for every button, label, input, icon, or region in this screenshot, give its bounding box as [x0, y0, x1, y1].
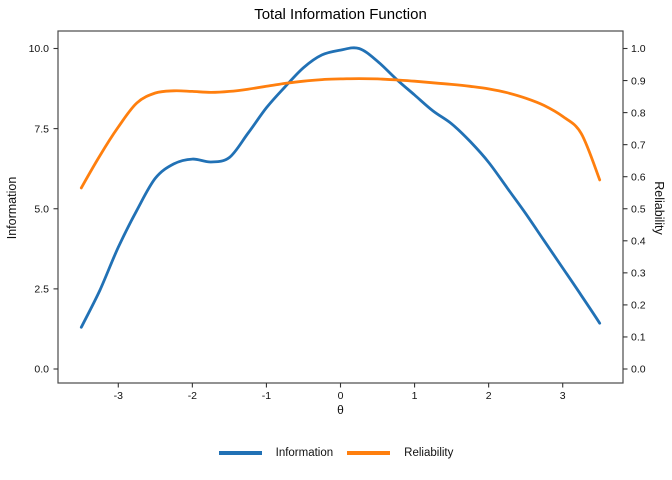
y-right-tick-label: 0.3 [631, 268, 646, 280]
y-right-tick-label: 0.9 [631, 75, 646, 87]
x-tick-label: 2 [486, 390, 492, 402]
y-right-tick-label: 0.1 [631, 332, 646, 344]
legend-item-information: Information [218, 447, 334, 459]
y-right-tick-label: 0.8 [631, 107, 646, 119]
legend-label-information: Information [275, 447, 334, 459]
legend-label-reliability: Reliability [404, 447, 454, 459]
y-left-tick-label: 10.0 [29, 43, 50, 55]
x-tick-label: -1 [262, 390, 271, 402]
y-right-tick-label: 0.2 [631, 300, 646, 312]
y-left-tick-label: 0.0 [34, 364, 49, 376]
y-axis-label-left: Information [5, 176, 19, 240]
panel-border [57, 30, 624, 384]
y-right-tick-label: 0.4 [631, 236, 646, 248]
legend: Information Reliability [0, 444, 672, 462]
y-right-tick-label: 0.6 [631, 171, 646, 183]
information-line [79, 46, 602, 329]
x-tick-label: 3 [560, 390, 566, 402]
reliability-line-swatch [347, 451, 391, 455]
y-right-tick-label: 1.0 [631, 43, 646, 55]
x-tick-label: -3 [114, 390, 123, 402]
y-left-tick-label: 7.5 [34, 123, 49, 135]
x-tick-label: -2 [188, 390, 197, 402]
y-right-tick-label: 0.0 [631, 364, 646, 376]
y-right-tick-label: 0.7 [631, 139, 646, 151]
y-right-tick-label: 0.5 [631, 203, 646, 215]
reliability-line [79, 77, 602, 190]
y-axis-label-right: Reliability [652, 181, 666, 235]
x-axis-label: θ [337, 403, 344, 417]
legend-item-reliability: Reliability [347, 447, 453, 459]
y-left-tick-label: 2.5 [34, 284, 49, 296]
x-tick-label: 0 [338, 390, 344, 402]
chart-title: Total Information Function [254, 6, 427, 23]
x-tick-label: 1 [412, 390, 418, 402]
information-line-swatch [218, 451, 262, 455]
y-left-tick-label: 5.0 [34, 203, 49, 215]
